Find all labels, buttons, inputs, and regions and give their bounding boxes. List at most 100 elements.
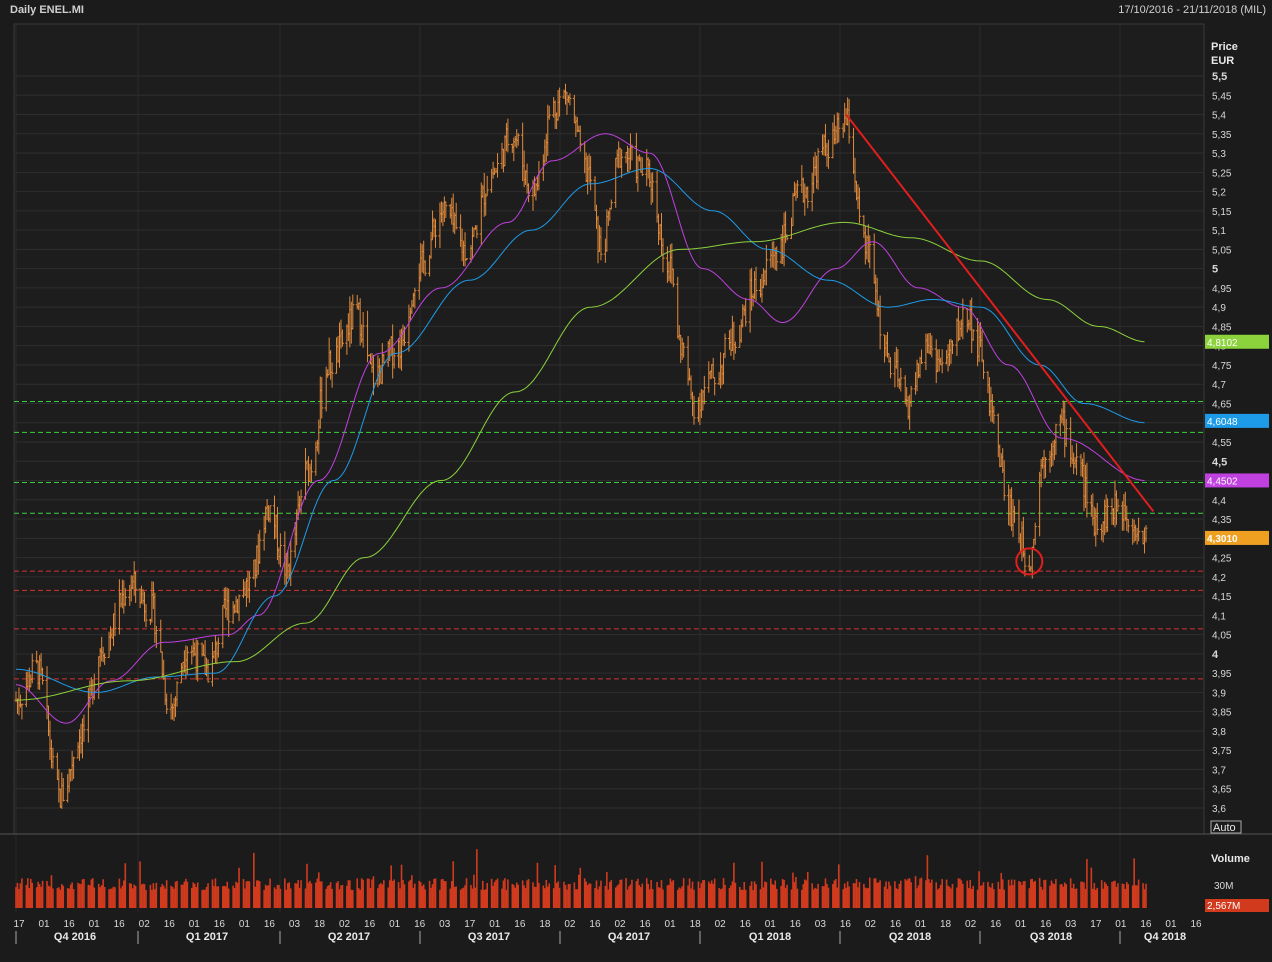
day-tick-label: 16 — [214, 919, 226, 930]
price-tick-label: 4,1 — [1212, 611, 1226, 622]
day-tick-label: 03 — [439, 919, 451, 930]
price-tick-label: 5,2 — [1212, 188, 1226, 199]
price-tick-label: 5,5 — [1212, 71, 1227, 83]
currency-label: EUR — [1211, 55, 1234, 67]
ma_long-line — [16, 221, 1145, 701]
price-tick-label: 3,9 — [1212, 688, 1226, 699]
day-tick-label: 16 — [1140, 919, 1152, 930]
day-tick-label: 03 — [1065, 919, 1077, 930]
volume-value-text: 2,567M — [1207, 901, 1240, 912]
day-tick-label: 18 — [314, 919, 326, 930]
support-circle-marker — [1015, 547, 1044, 576]
price-tick-label: 3,65 — [1212, 785, 1232, 796]
price-tick-label: 3,6 — [1212, 804, 1226, 815]
price-tick-label: 5,35 — [1212, 130, 1232, 141]
value-tag-ma_long — [1205, 334, 1269, 349]
price-tick-label: 5,3 — [1212, 149, 1226, 160]
day-tick-label: 18 — [690, 919, 702, 930]
day-tick-label: 02 — [715, 919, 727, 930]
price-tick-label: 4,55 — [1212, 438, 1232, 449]
price-tick-label: 3,85 — [1212, 708, 1232, 719]
quarter-label: Q1 2017 — [186, 931, 228, 943]
price-tick-label: 4,65 — [1212, 399, 1232, 410]
downtrend-line — [845, 113, 1155, 512]
price-tick-label: 4,15 — [1212, 592, 1232, 603]
auto-label: Auto — [1213, 822, 1236, 834]
value-tag-ma_short — [1205, 473, 1269, 488]
price-tick-label: 4,9 — [1212, 303, 1226, 314]
day-tick-label: 17 — [13, 919, 25, 930]
quarter-label: Q2 2017 — [328, 931, 370, 943]
day-tick-label: 01 — [38, 919, 50, 930]
volume-panel: Volume 30M 2,567M — [0, 833, 1272, 912]
price-tick-label: 5,25 — [1212, 168, 1232, 179]
price-tick-label: 3,95 — [1212, 669, 1232, 680]
day-tick-label: 16 — [114, 919, 126, 930]
price-tick-label: 4,05 — [1212, 631, 1232, 642]
price-axis: 5,5 5,45 5,4 5,35 5,3 5,25 5,2 5,15 5,1 5,05 5 4,95… — [1210, 41, 1242, 834]
day-tick-label: 17 — [1090, 919, 1102, 930]
day-tick-label: 16 — [740, 919, 752, 930]
price-tick-label: 4,85 — [1212, 322, 1232, 333]
price-tick-label: 4 — [1212, 649, 1219, 661]
price-tick-label: 3,75 — [1212, 746, 1232, 757]
day-tick-label: 16 — [414, 919, 426, 930]
day-tick-label: 01 — [489, 919, 501, 930]
price-axis-label: Price — [1211, 41, 1238, 53]
price-tick-label: 5,4 — [1212, 111, 1226, 122]
price-tick-label: 5 — [1212, 264, 1218, 276]
day-tick-label: 03 — [815, 919, 827, 930]
day-tick-label: 16 — [640, 919, 652, 930]
date-range: 17/10/2016 - 21/11/2018 (MIL) — [1118, 4, 1266, 16]
day-tick-label: 16 — [64, 919, 76, 930]
value-tags: 4,8102 4,6048 4,4502 4,3010 — [1205, 334, 1269, 545]
price-tick-label: 4,35 — [1212, 515, 1232, 526]
chart-title: Daily ENEL.MI — [10, 4, 84, 16]
price-tick-label: 4,7 — [1212, 380, 1226, 391]
volume-label: Volume — [1211, 853, 1250, 865]
day-tick-label: 16 — [840, 919, 852, 930]
day-tick-label: 18 — [940, 919, 952, 930]
day-tick-label: 16 — [790, 919, 802, 930]
day-tick-label: 02 — [865, 919, 877, 930]
price-tick-label: 4,95 — [1212, 284, 1232, 295]
day-tick-label: 02 — [339, 919, 351, 930]
day-tick-label: 16 — [364, 919, 376, 930]
horizontal-levels — [14, 401, 1204, 680]
day-tick-label: 02 — [139, 919, 151, 930]
value-tag-ma_mid — [1205, 413, 1269, 428]
price-tick-label: 5,1 — [1212, 226, 1226, 237]
value-tag-text: 4,8102 — [1207, 338, 1238, 349]
quarter-label: Q4 2018 — [1144, 931, 1186, 943]
time-axis: 17 01 16 01 16 02 16 01 16 01 16 03 18 02 16 01 16 03 17 01… — [13, 919, 1202, 944]
ma_short-line — [15, 133, 1145, 724]
value-tag-text: 4,4502 — [1207, 476, 1238, 487]
day-tick-label: 02 — [965, 919, 977, 930]
price-tick-label: 4,4 — [1212, 496, 1226, 507]
day-tick-label: 16 — [1190, 919, 1202, 930]
day-tick-label: 01 — [1015, 919, 1027, 930]
volume-value-tag — [1205, 899, 1269, 912]
day-tick-label: 01 — [1165, 919, 1177, 930]
value-tag-text: 4,6048 — [1207, 417, 1238, 428]
price-tick-label: 5,45 — [1212, 91, 1232, 102]
quarter-label: Q2 2018 — [889, 931, 931, 943]
price-tick-label: 3,8 — [1212, 727, 1226, 738]
price-bars — [14, 83, 1148, 809]
day-tick-label: 01 — [915, 919, 927, 930]
day-tick-label: 03 — [289, 919, 301, 930]
quarter-label: Q3 2018 — [1030, 931, 1072, 943]
quarter-label: Q4 2017 — [608, 931, 650, 943]
day-tick-label: 16 — [264, 919, 276, 930]
annotations — [845, 113, 1155, 576]
value-tag-text: 4,3010 — [1207, 534, 1238, 545]
value-tag-price — [1205, 530, 1269, 545]
price-tick-label: 4,5 — [1212, 456, 1227, 468]
grid — [14, 24, 1204, 912]
day-tick-label: 16 — [890, 919, 902, 930]
day-tick-label: 18 — [539, 919, 551, 930]
day-tick-label: 01 — [389, 919, 401, 930]
auto-scale-button — [1210, 820, 1242, 834]
